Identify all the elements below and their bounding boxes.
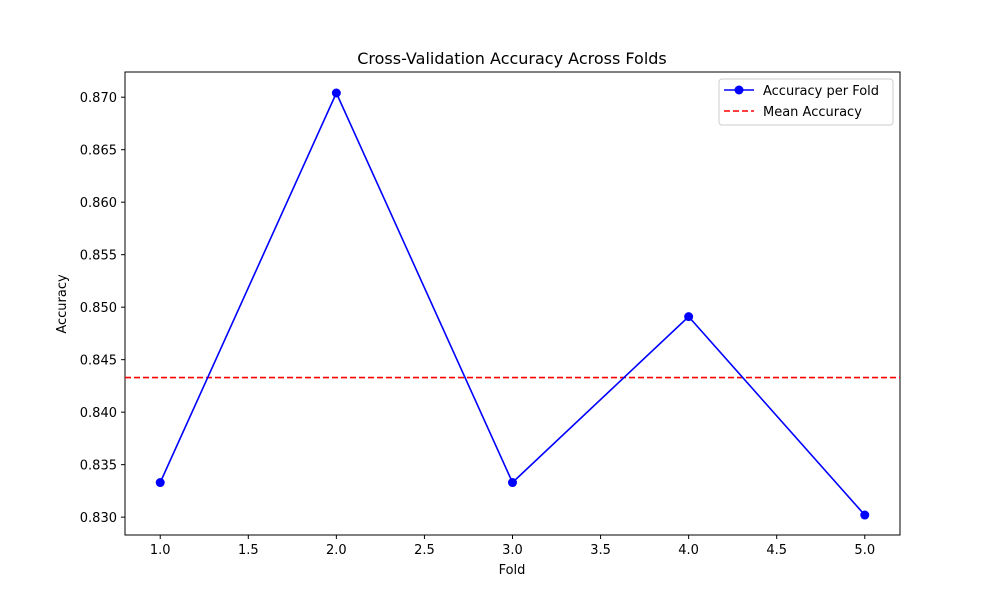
data-point (155, 478, 165, 488)
data-point (860, 510, 870, 520)
x-tick-label: 1.5 (238, 543, 259, 558)
legend-label-mean: Mean Accuracy (763, 105, 862, 120)
y-tick-label: 0.855 (80, 249, 117, 264)
legend-swatch-marker-accuracy (734, 85, 744, 95)
series-markers (155, 88, 870, 520)
x-tick-label: 1.0 (150, 543, 171, 558)
y-tick-label: 0.845 (80, 354, 117, 369)
x-axis-label: Fold (499, 563, 526, 578)
y-tick-label: 0.865 (80, 144, 117, 159)
y-tick-label: 0.835 (80, 459, 117, 474)
legend: Accuracy per Fold Mean Accuracy (718, 78, 894, 126)
legend-box (718, 78, 894, 126)
y-axis: 0.830 0.835 0.840 0.845 0.850 0.855 0.860 0.865… (80, 91, 125, 526)
x-tick-label: 2.5 (414, 543, 435, 558)
data-point (331, 88, 341, 98)
series-line-accuracy-per-fold (159, 91, 866, 516)
x-tick-label: 3.5 (590, 543, 611, 558)
data-point (508, 478, 517, 488)
legend-label-accuracy: Accuracy per Fold (763, 84, 879, 99)
y-tick-label: 0.830 (80, 511, 117, 526)
x-tick-label: 4.5 (766, 543, 787, 558)
y-tick-label: 0.850 (80, 301, 117, 316)
x-tick-label: 4.0 (678, 543, 699, 558)
data-point (684, 312, 694, 322)
x-tick-label: 3.0 (502, 543, 523, 558)
y-tick-label: 0.860 (80, 196, 117, 211)
x-tick-label: 5.0 (854, 543, 875, 558)
y-axis-label: Accuracy (55, 274, 70, 334)
y-tick-label: 0.870 (80, 91, 117, 106)
x-tick-label: 2.0 (326, 543, 347, 558)
series-lines (159, 91, 866, 516)
chart-title: Cross-Validation Accuracy Across Folds (357, 49, 667, 68)
x-axis: 1.0 1.5 2.0 2.5 3.0 3.5 4.0 4.5 5.0 (150, 535, 875, 558)
y-tick-label: 0.840 (80, 406, 117, 421)
